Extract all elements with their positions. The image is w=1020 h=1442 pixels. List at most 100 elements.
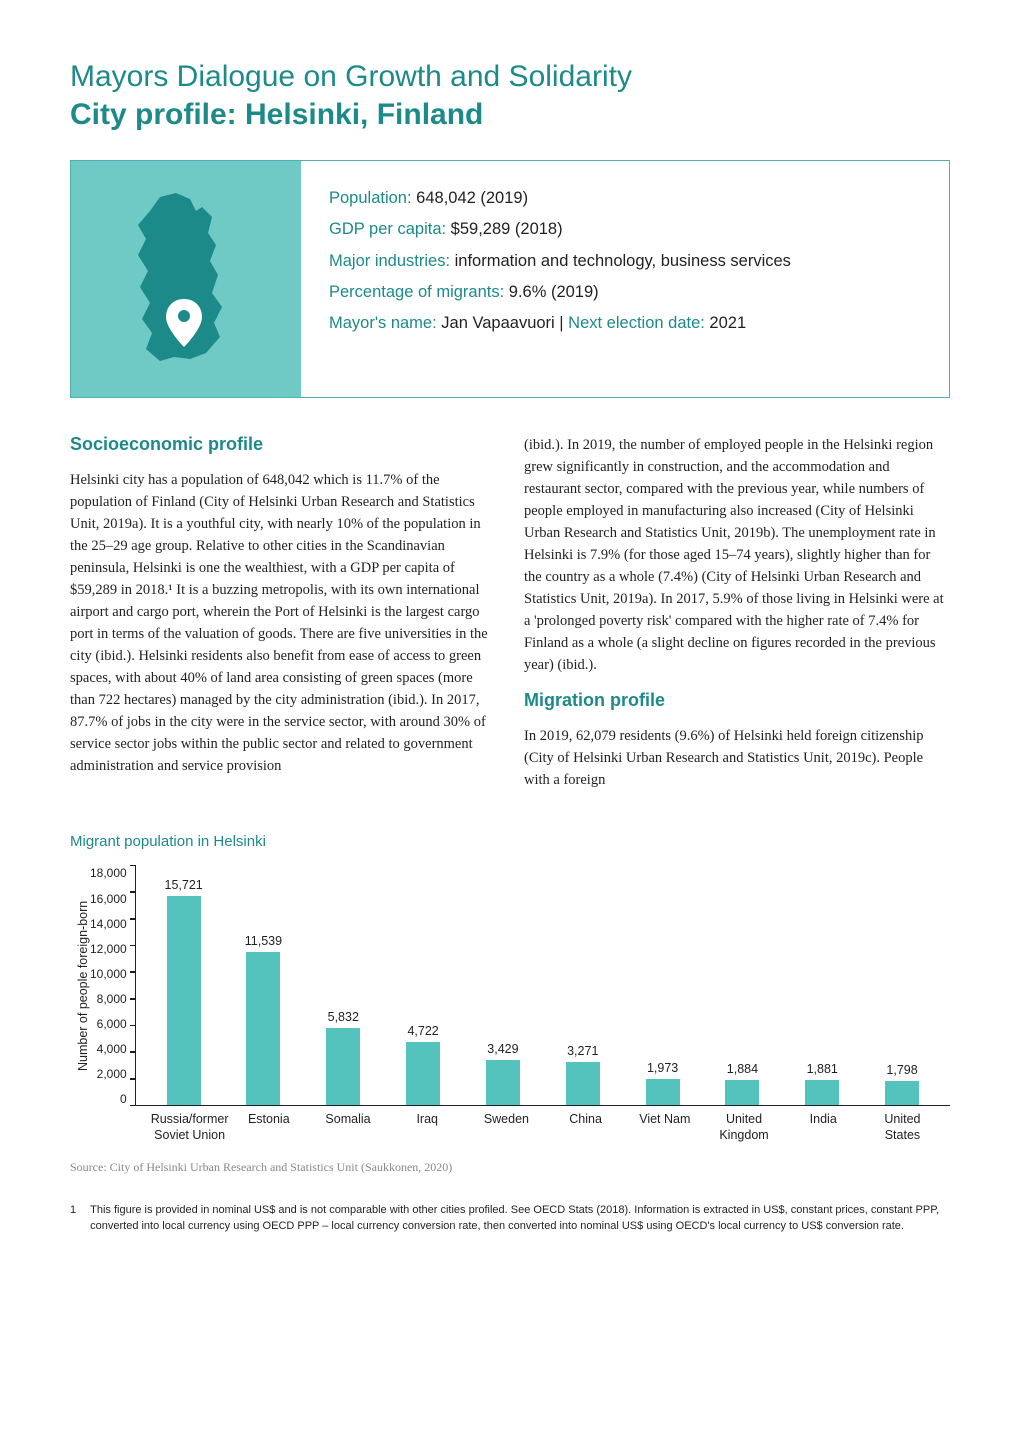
y-tick-label: 14,000 [90, 917, 127, 931]
bar [566, 1062, 600, 1106]
y-tick-label: 2,000 [90, 1067, 127, 1081]
fact-value: Jan Vapaavuori | [437, 314, 568, 332]
y-tick-mark [130, 998, 136, 1000]
socioeconomic-heading: Socioeconomic profile [70, 434, 496, 455]
footnote-text: This figure is provided in nominal US$ a… [90, 1203, 950, 1235]
bar-value-label: 3,429 [463, 1042, 543, 1056]
body-text-continued: (ibid.). In 2019, the number of employed… [524, 434, 950, 676]
body-paragraph: (ibid.). In 2019, the number of employed… [524, 434, 950, 676]
fact-label: Major industries: [329, 252, 450, 270]
bar-group: 15,721 [144, 896, 224, 1106]
fact-label: Percentage of migrants: [329, 283, 504, 301]
fact-migrants: Percentage of migrants: 9.6% (2019) [329, 277, 921, 308]
y-tick-label: 8,000 [90, 992, 127, 1006]
bar-group: 1,973 [623, 1079, 703, 1105]
y-tick-label: 16,000 [90, 892, 127, 906]
x-tick-label: Viet Nam [625, 1112, 704, 1143]
bar-group: 1,884 [703, 1080, 783, 1105]
y-tick-mark [130, 945, 136, 947]
plot-area: 15,72111,5395,8324,7223,4293,2711,9731,8… [135, 866, 950, 1106]
bars-container: 15,72111,5395,8324,7223,4293,2711,9731,8… [136, 866, 950, 1105]
document-title: City profile: Helsinki, Finland [70, 98, 950, 132]
y-tick-mark [130, 1078, 136, 1080]
bar-group: 1,881 [782, 1080, 862, 1105]
y-tick-label: 10,000 [90, 967, 127, 981]
body-paragraph: Helsinki city has a population of 648,04… [70, 469, 496, 777]
title-block: Mayors Dialogue on Growth and Solidarity… [70, 60, 950, 132]
y-axis-label: Number of people foreign-born [70, 866, 90, 1106]
x-tick-label: China [546, 1112, 625, 1143]
fact-label: Mayor's name: [329, 314, 437, 332]
y-tick-mark [130, 1025, 136, 1027]
bar-group: 3,271 [543, 1062, 623, 1106]
y-tick-mark [130, 918, 136, 920]
left-column: Socioeconomic profile Helsinki city has … [70, 434, 496, 805]
fact-population: Population: 648,042 (2019) [329, 183, 921, 214]
chart-title: Migrant population in Helsinki [70, 833, 950, 850]
chart-lower: Russia/formerSoviet UnionEstoniaSomaliaI… [70, 1106, 950, 1143]
right-column: (ibid.). In 2019, the number of employed… [524, 434, 950, 805]
migration-text: In 2019, 62,079 residents (9.6%) of Hels… [524, 725, 950, 791]
x-axis-labels: Russia/formerSoviet UnionEstoniaSomaliaI… [142, 1106, 950, 1143]
bar [646, 1079, 680, 1105]
fact-label: Next election date: [568, 314, 705, 332]
chart-source: Source: City of Helsinki Urban Research … [70, 1160, 950, 1175]
x-tick-label: Somalia [308, 1112, 387, 1143]
y-tick-mark [130, 891, 136, 893]
fact-label: Population: [329, 189, 412, 207]
bar-value-label: 11,539 [224, 934, 304, 948]
y-tick-label: 12,000 [90, 942, 127, 956]
y-tick-label: 0 [90, 1092, 127, 1106]
y-axis-ticks: 0 2,000 4,000 6,000 8,000 10,000 12,000 14,000 1… [90, 866, 135, 1106]
fact-label: GDP per capita: [329, 220, 446, 238]
y-tick-label: 18,000 [90, 866, 127, 880]
bar-group: 3,429 [463, 1060, 543, 1106]
fact-value: information and technology, business ser… [450, 252, 791, 270]
bar-value-label: 3,271 [543, 1044, 623, 1058]
x-tick-label: UnitedStates [863, 1112, 942, 1143]
bar-group: 5,832 [303, 1028, 383, 1106]
y-tick-mark [130, 1105, 136, 1107]
y-tick-label: 4,000 [90, 1042, 127, 1056]
bar-group: 11,539 [224, 952, 304, 1106]
bar-value-label: 1,973 [623, 1061, 703, 1075]
document-subtitle: Mayors Dialogue on Growth and Solidarity [70, 60, 950, 94]
bar-value-label: 4,722 [383, 1024, 463, 1038]
x-tick-label: Iraq [388, 1112, 467, 1143]
bar [167, 896, 201, 1106]
y-tick-mark [130, 865, 136, 867]
socioeconomic-text: Helsinki city has a population of 648,04… [70, 469, 496, 777]
bar-value-label: 1,798 [862, 1063, 942, 1077]
bar-value-label: 15,721 [144, 878, 224, 892]
migrant-chart: Number of people foreign-born 0 2,000 4,00… [70, 866, 950, 1143]
body-paragraph: In 2019, 62,079 residents (9.6%) of Hels… [524, 725, 950, 791]
x-tick-label: UnitedKingdom [704, 1112, 783, 1143]
fact-value: 2021 [705, 314, 746, 332]
info-card: Population: 648,042 (2019) GDP per capit… [70, 160, 950, 398]
bar [486, 1060, 520, 1106]
bar [246, 952, 280, 1106]
y-tick-mark [130, 1051, 136, 1053]
x-tick-label: Sweden [467, 1112, 546, 1143]
x-tick-label: Russia/formerSoviet Union [150, 1112, 229, 1143]
bar [406, 1042, 440, 1105]
two-column-body: Socioeconomic profile Helsinki city has … [70, 434, 950, 805]
bar [885, 1081, 919, 1105]
x-tick-label: Estonia [229, 1112, 308, 1143]
bar [805, 1080, 839, 1105]
fact-gdp: GDP per capita: $59,289 (2018) [329, 214, 921, 245]
fact-industries: Major industries: information and techno… [329, 246, 921, 277]
fact-value: 9.6% (2019) [504, 283, 598, 301]
y-tick-label: 6,000 [90, 1017, 127, 1031]
bar-value-label: 1,881 [782, 1062, 862, 1076]
migration-heading: Migration profile [524, 690, 950, 711]
fact-panel: Population: 648,042 (2019) GDP per capit… [301, 161, 949, 397]
fact-value: $59,289 (2018) [446, 220, 563, 238]
bar-value-label: 1,884 [703, 1062, 783, 1076]
map-panel [71, 161, 301, 397]
bar-group: 4,722 [383, 1042, 463, 1105]
fact-mayor: Mayor's name: Jan Vapaavuori | Next elec… [329, 308, 921, 339]
y-tick-mark [130, 971, 136, 973]
fact-value: 648,042 (2019) [412, 189, 529, 207]
footnote: 1 This figure is provided in nominal US$… [70, 1203, 950, 1235]
